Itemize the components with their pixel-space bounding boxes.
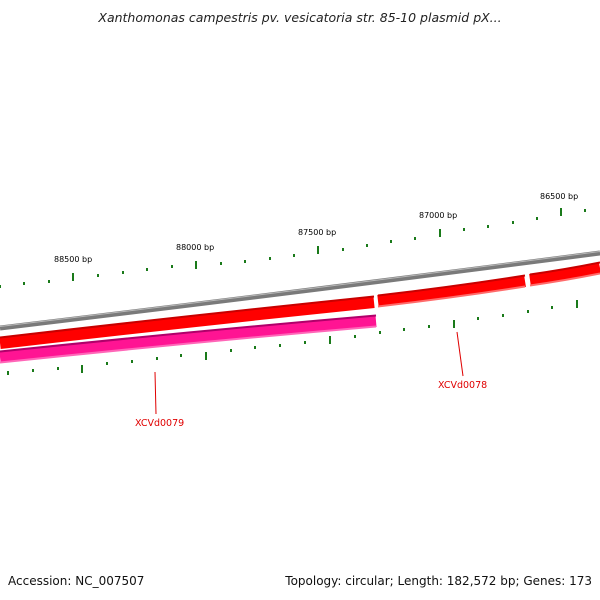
forward-genes xyxy=(0,261,600,349)
scale-label-87000: 87000 bp xyxy=(419,211,457,220)
plasmid-backbone xyxy=(0,250,600,331)
outer-scale-ticks xyxy=(0,208,586,288)
forward-gene-segment-right-shadow xyxy=(529,261,600,276)
scale-label-87500: 87500 bp xyxy=(298,228,336,237)
accession-text: Accession: NC_007507 xyxy=(8,574,145,588)
inner-scale-ticks xyxy=(7,300,578,375)
gene-label-XCVd0078[interactable]: XCVd0078 xyxy=(438,380,487,391)
gene-XCVd0079[interactable] xyxy=(0,315,377,363)
leader-line-XCVd0078 xyxy=(456,331,464,377)
gene-XCVd0078-shadow xyxy=(377,274,526,297)
forward-gene-segment-right[interactable] xyxy=(529,262,600,286)
gene-XCVd0079-lower-edge xyxy=(0,325,377,364)
reverse-genes xyxy=(0,314,377,364)
topology-summary: Topology: circular; Length: 182,572 bp; … xyxy=(285,574,592,588)
leader-line-XCVd0079 xyxy=(154,371,157,415)
forward-gene-segment-left-shadow xyxy=(0,295,375,339)
scale-label-88500: 88500 bp xyxy=(54,255,92,264)
forward-gene-segment-left xyxy=(0,296,375,349)
gene-XCVd0079-shadow xyxy=(0,314,377,353)
plasmid-backbone-highlight xyxy=(0,251,600,327)
gene-label-XCVd0079[interactable]: XCVd0079 xyxy=(135,418,184,429)
gene-XCVd0078[interactable] xyxy=(377,275,526,307)
scale-label-86500: 86500 bp xyxy=(540,192,578,201)
map-title: Xanthomonas campestris pv. vesicatoria s… xyxy=(98,10,502,25)
scale-label-88000: 88000 bp xyxy=(176,243,214,252)
forward-gene-lower-edge xyxy=(377,272,600,308)
